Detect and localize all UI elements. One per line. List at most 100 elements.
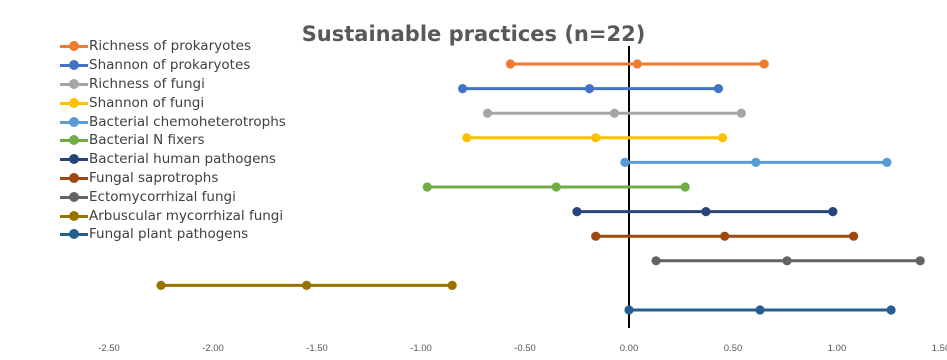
legend-marker — [60, 227, 88, 241]
legend-marker — [60, 115, 88, 129]
series-point — [755, 305, 765, 315]
legend-marker — [60, 77, 88, 91]
legend-label: Shannon of fungi — [89, 94, 205, 111]
legend-label: Shannon of prokaryotes — [89, 57, 251, 74]
series-point — [886, 305, 896, 315]
series-7 — [591, 231, 859, 241]
series-point — [591, 133, 601, 143]
series-point — [458, 84, 468, 94]
legend-label: Fungal saprotrophs — [89, 169, 219, 186]
series-point — [915, 256, 925, 266]
legend-label: Ectomycorrhizal fungi — [89, 188, 236, 205]
series-point — [718, 133, 728, 143]
series-point — [422, 182, 432, 192]
series-point — [482, 108, 493, 118]
legend-marker-dot — [69, 191, 79, 202]
legend-marker — [60, 96, 88, 110]
series-point — [651, 256, 661, 266]
legend-label: Arbuscular mycorrhizal fungi — [89, 207, 284, 224]
legend-item: Fungal saprotrophs — [60, 169, 286, 188]
series-point — [609, 108, 620, 118]
legend-marker-dot — [69, 210, 79, 221]
legend-item: Richness of prokaryotes — [60, 37, 286, 56]
legend-label: Fungal plant pathogens — [89, 226, 249, 243]
legend-item: Richness of fungi — [60, 75, 286, 94]
x-tick-label: 1.50 — [932, 343, 947, 354]
series-point — [591, 231, 601, 241]
series-point — [572, 207, 582, 217]
x-tick-label: 1.00 — [828, 343, 847, 354]
series-point — [759, 59, 769, 69]
legend-marker — [60, 58, 88, 72]
series-point — [701, 207, 711, 217]
series-5 — [422, 182, 690, 192]
series-point — [584, 84, 595, 94]
series-2 — [482, 108, 746, 118]
legend-marker-dot — [69, 229, 79, 240]
series-0 — [505, 59, 769, 69]
legend-label: Richness of prokaryotes — [89, 38, 251, 55]
series-point — [447, 280, 457, 290]
legend-item: Fungal plant pathogens — [60, 225, 286, 244]
legend-marker — [60, 171, 88, 185]
legend-marker — [60, 190, 88, 204]
series-point — [462, 133, 472, 143]
series-point — [782, 256, 792, 266]
series-point — [828, 207, 838, 217]
x-tick-label: -1.00 — [410, 343, 432, 354]
series-point — [620, 157, 630, 167]
legend-item: Bacterial human pathogens — [60, 150, 286, 169]
x-tick-label: -2.50 — [98, 343, 120, 354]
series-6 — [572, 207, 838, 217]
legend-marker-dot — [69, 135, 79, 146]
legend-item: Shannon of fungi — [60, 93, 286, 112]
series-point — [713, 84, 724, 94]
legend-item: Arbuscular mycorrhizal fungi — [60, 206, 286, 225]
chart-legend: Richness of prokaryotes Shannon of prokar… — [60, 37, 286, 244]
legend-marker-dot — [69, 60, 79, 71]
legend-label: Bacterial N fixers — [89, 132, 205, 149]
series-point — [551, 182, 561, 192]
legend-item: Bacterial chemoheterotrophs — [60, 112, 286, 131]
legend-marker — [60, 152, 88, 166]
x-tick-label: -1.50 — [306, 343, 328, 354]
legend-marker — [60, 39, 88, 53]
legend-label: Richness of fungi — [89, 75, 205, 92]
series-1 — [458, 84, 724, 94]
legend-marker-dot — [69, 154, 79, 165]
legend-item: Shannon of prokaryotes — [60, 56, 286, 75]
series-point — [736, 108, 746, 118]
legend-item: Ectomycorrhizal fungi — [60, 187, 286, 206]
legend-label: Bacterial chemoheterotrophs — [89, 113, 286, 130]
series-point — [505, 59, 516, 69]
x-tick-label: -2.00 — [202, 343, 224, 354]
series-point — [302, 280, 312, 290]
x-tick-label: -0.50 — [514, 343, 536, 354]
legend-marker-dot — [69, 172, 79, 183]
series-point — [156, 280, 166, 290]
legend-marker-dot — [69, 78, 79, 89]
legend-marker-dot — [69, 97, 79, 108]
series-point — [624, 305, 634, 315]
legend-marker-dot — [69, 116, 79, 127]
series-3 — [462, 133, 728, 143]
legend-marker-dot — [69, 41, 79, 52]
legend-label: Bacterial human pathogens — [89, 151, 276, 168]
x-tick-label: 0.50 — [724, 343, 743, 354]
x-tick-label: 0.00 — [620, 343, 639, 354]
legend-marker — [60, 209, 88, 223]
series-point — [680, 182, 690, 192]
legend-marker — [60, 133, 88, 147]
series-point — [720, 231, 730, 241]
series-9 — [156, 280, 457, 290]
series-10 — [624, 305, 896, 315]
series-point — [632, 59, 642, 69]
series-4 — [620, 157, 892, 167]
series-point — [751, 157, 761, 167]
series-8 — [651, 256, 925, 266]
series-point — [849, 231, 859, 241]
series-point — [882, 157, 892, 167]
chart-title: Sustainable practices (n=22) — [301, 22, 646, 46]
